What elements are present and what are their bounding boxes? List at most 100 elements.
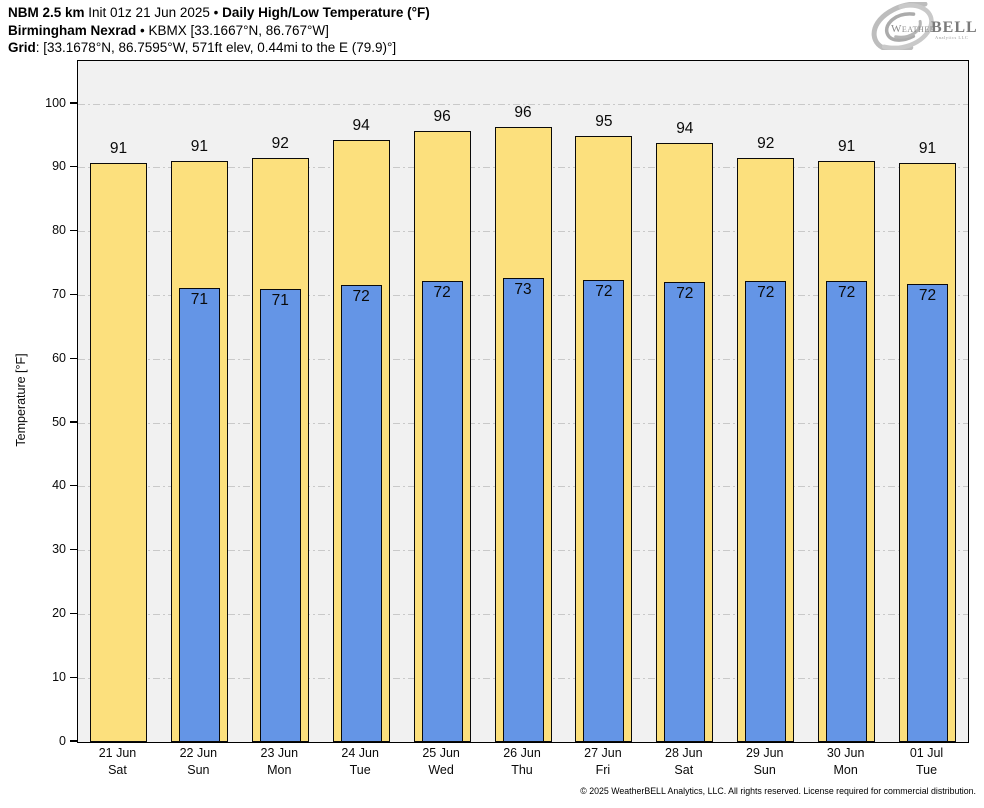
header-line-2: Birmingham Nexrad • KBMX [33.1667°N, 86.… xyxy=(8,22,430,40)
y-tick-label: 40 xyxy=(52,478,66,493)
init-time: Init 01z 21 Jun 2025 • xyxy=(84,5,223,20)
y-axis-title: Temperature [°F] xyxy=(14,353,28,447)
y-tick-label: 70 xyxy=(52,286,66,301)
grid-label: Grid xyxy=(8,40,36,55)
x-tick-day: Wed xyxy=(428,762,454,777)
low-bar xyxy=(259,289,301,742)
low-bar xyxy=(664,282,706,742)
x-tick-date: 24 Jun xyxy=(341,746,379,760)
x-tick-date: 30 Jun xyxy=(826,746,865,760)
low-value-label: 72 xyxy=(433,283,451,301)
x-tick-date: 27 Jun xyxy=(584,746,622,760)
y-tick-60 xyxy=(70,357,77,359)
low-bar xyxy=(340,284,382,742)
x-tick-label: 29 Jun Sun xyxy=(746,745,784,778)
high-value-label: 91 xyxy=(838,137,856,155)
x-tick-day: Mon xyxy=(267,762,292,777)
x-tick-label: 27 Jun Fri xyxy=(584,745,622,778)
y-tick-30 xyxy=(70,549,77,551)
chart-title: Daily High/Low Temperature (°F) xyxy=(222,5,430,20)
station-coords: • KBMX [33.1667°N, 86.767°W] xyxy=(136,22,329,38)
y-tick-label: 100 xyxy=(45,95,66,110)
x-tick-day: Tue xyxy=(349,762,371,777)
x-tick-day: Sun xyxy=(753,762,776,777)
y-tick-label: 30 xyxy=(52,542,66,557)
x-tick-date: 28 Jun xyxy=(665,746,703,760)
plot-area: 91 91 71 92 71 94 72 96 72 96 73 95 72 94 72 92 72 91 72 91… xyxy=(77,60,969,743)
header-line-3: Grid: [33.1678°N, 86.7595°W, 571ft elev,… xyxy=(8,39,430,57)
high-value-label: 96 xyxy=(514,103,532,121)
x-tick-label: 28 Jun Sat xyxy=(665,745,703,778)
logo-analytics-text: Analytics LLC xyxy=(935,35,968,40)
x-tick-date: 22 Jun xyxy=(179,746,218,760)
y-tick-label: 90 xyxy=(52,159,66,174)
high-value-label: 91 xyxy=(190,138,208,156)
logo-bell-text: BELL xyxy=(931,19,978,36)
header-line-1: NBM 2.5 km Init 01z 21 Jun 2025 • Daily … xyxy=(8,4,430,22)
y-tick-90 xyxy=(70,166,77,168)
gridline-100 xyxy=(78,103,968,105)
high-value-label: 91 xyxy=(918,140,937,158)
logo-weather-text: Weather xyxy=(891,23,936,35)
x-tick-date: 25 Jun xyxy=(422,746,460,760)
low-bar xyxy=(421,280,463,742)
low-bar xyxy=(907,283,949,742)
low-value-label: 71 xyxy=(271,292,289,310)
high-value-label: 92 xyxy=(757,134,775,152)
x-tick-label: 23 Jun Mon xyxy=(261,745,299,778)
chart-header: NBM 2.5 km Init 01z 21 Jun 2025 • Daily … xyxy=(8,4,430,57)
y-tick-label: 10 xyxy=(52,669,66,684)
low-value-label: 72 xyxy=(352,287,370,305)
x-tick-label: 25 Jun Wed xyxy=(422,745,460,778)
low-bar xyxy=(745,281,787,742)
grid-details: : [33.1678°N, 86.7595°W, 571ft elev, 0.4… xyxy=(35,40,397,55)
high-value-label: 95 xyxy=(595,112,613,130)
x-tick-day: Sun xyxy=(187,762,210,777)
y-tick-label: 50 xyxy=(52,414,66,429)
x-tick-label: 21 Jun Sat xyxy=(99,745,137,778)
y-tick-10 xyxy=(70,676,77,678)
low-value-label: 72 xyxy=(918,286,937,304)
y-tick-label: 20 xyxy=(52,605,66,620)
low-value-label: 72 xyxy=(595,283,613,301)
high-value-label: 94 xyxy=(676,119,694,137)
x-tick-day: Sat xyxy=(108,762,127,777)
x-tick-label: 26 Jun Thu xyxy=(503,745,541,778)
high-value-label: 96 xyxy=(433,107,451,125)
y-tick-100 xyxy=(70,102,77,104)
y-tick-label: 80 xyxy=(52,223,66,238)
low-bar xyxy=(583,280,625,742)
high-value-label: 92 xyxy=(271,134,289,152)
low-value-label: 73 xyxy=(514,281,532,299)
x-tick-label: 24 Jun Tue xyxy=(341,745,379,778)
x-tick-date: 23 Jun xyxy=(260,746,299,760)
x-tick-day: Sat xyxy=(674,762,694,777)
x-tick-day: Tue xyxy=(915,762,938,777)
x-tick-day: Thu xyxy=(511,762,533,777)
y-tick-70 xyxy=(70,293,77,296)
low-bar xyxy=(502,278,544,742)
y-tick-80 xyxy=(70,230,77,232)
low-value-label: 72 xyxy=(757,284,775,302)
x-tick-date: 26 Jun xyxy=(503,746,541,760)
y-tick-40 xyxy=(70,485,77,487)
x-tick-date: 21 Jun xyxy=(98,746,137,760)
copyright-text: © 2025 WeatherBELL Analytics, LLC. All r… xyxy=(580,786,976,796)
x-tick-label: 22 Jun Sun xyxy=(180,745,218,778)
low-value-label: 72 xyxy=(676,285,694,302)
high-value-label: 91 xyxy=(109,140,128,158)
x-tick-date: 01 Jul xyxy=(909,746,944,760)
x-tick-label: 01 Jul Tue xyxy=(910,745,943,778)
high-value-label: 94 xyxy=(352,117,370,135)
model-name: NBM 2.5 km xyxy=(8,5,85,20)
low-value-label: 71 xyxy=(190,290,208,308)
y-tick-0 xyxy=(70,740,77,742)
y-tick-20 xyxy=(70,612,77,615)
low-value-label: 72 xyxy=(838,283,856,301)
low-bar xyxy=(826,280,868,742)
x-tick-day: Fri xyxy=(595,762,611,777)
high-bar xyxy=(89,163,147,742)
x-tick-day: Mon xyxy=(833,762,858,777)
